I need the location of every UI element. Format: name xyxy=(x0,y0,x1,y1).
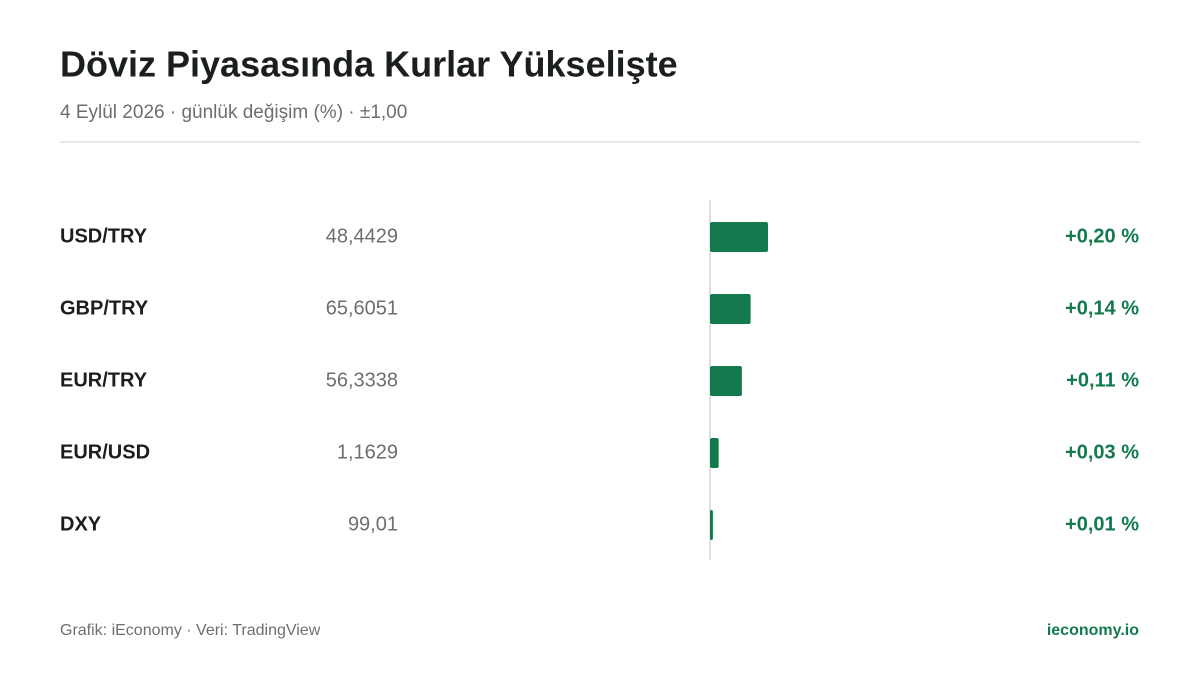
value-label: +0,14 % xyxy=(1065,297,1139,319)
value-label: +0,01 % xyxy=(1065,513,1139,535)
category-label: USD/TRY xyxy=(60,225,148,247)
value-label: +0,03 % xyxy=(1065,441,1139,463)
price-label: 1,1629 xyxy=(337,441,398,463)
category-label: EUR/USD xyxy=(60,441,150,463)
category-label: DXY xyxy=(60,513,102,535)
price-label: 65,6051 xyxy=(326,297,398,319)
bar xyxy=(710,510,713,540)
bar xyxy=(710,366,742,396)
category-label: EUR/TRY xyxy=(60,369,148,391)
footer-source: Grafik: iEconomy · Veri: TradingView xyxy=(60,622,321,639)
value-label: +0,11 % xyxy=(1066,369,1139,391)
bar xyxy=(710,222,768,252)
price-label: 48,4429 xyxy=(326,225,398,247)
footer-brand: ieconomy.io xyxy=(1047,622,1139,639)
chart-title: Döviz Piyasasında Kurlar Yükselişte xyxy=(60,44,678,85)
value-label: +0,20 % xyxy=(1065,225,1139,247)
category-label: GBP/TRY xyxy=(60,297,149,319)
price-label: 99,01 xyxy=(348,513,398,535)
bar xyxy=(710,438,719,468)
bar xyxy=(710,294,751,324)
chart-subtitle: 4 Eylül 2026 · günlük değişim (%) · ±1,0… xyxy=(60,102,407,123)
price-label: 56,3338 xyxy=(326,369,398,391)
